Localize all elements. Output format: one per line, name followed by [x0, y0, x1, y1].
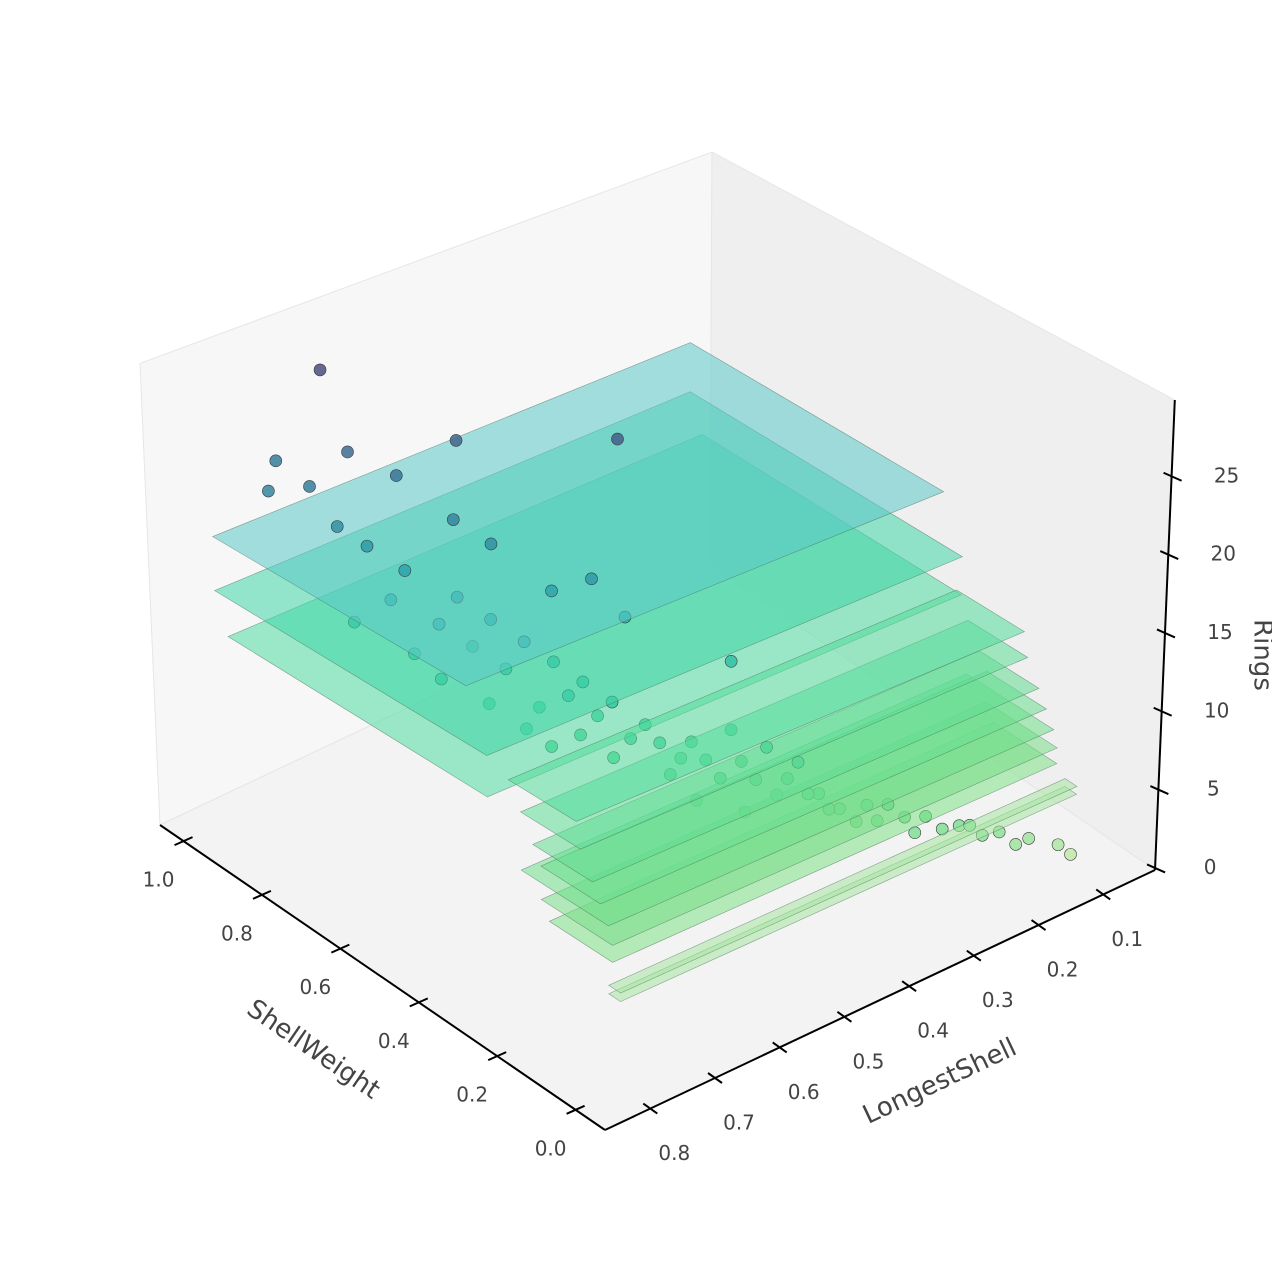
y-tick — [330, 943, 350, 954]
z-tick-label: 10 — [1204, 698, 1229, 722]
y-tick — [252, 889, 272, 900]
point — [1051, 838, 1065, 852]
point — [545, 584, 558, 598]
z-axis-title: Rings — [1248, 619, 1272, 691]
y-tick-label: 0.2 — [456, 1083, 488, 1107]
point — [446, 513, 460, 526]
y-tick-label: 0.8 — [221, 921, 253, 945]
z-tick — [1146, 863, 1166, 874]
point — [484, 537, 498, 551]
x-tick — [707, 1072, 723, 1084]
z-tick — [1159, 550, 1179, 561]
point — [303, 480, 316, 493]
z-tick-label: 5 — [1207, 777, 1220, 801]
plane — [507, 589, 1026, 822]
point — [313, 363, 327, 377]
x-tick — [966, 949, 982, 962]
y-tick — [409, 997, 429, 1008]
point — [724, 654, 738, 668]
y-axis-line — [159, 824, 606, 1131]
axes: 0.0 0.2 0.4 0.6 0.8 1.0 0.1 0.2 0.3 0.4 0.5 0.6 0.7 0… — [143, 399, 1239, 1165]
point — [1009, 838, 1022, 851]
plane — [608, 778, 1078, 994]
z-tick-label: 15 — [1207, 620, 1232, 644]
z-tick-label: 25 — [1214, 463, 1239, 487]
z-tick — [1149, 785, 1169, 796]
z-tick — [1156, 628, 1176, 639]
point — [389, 469, 403, 482]
y-tick — [487, 1051, 507, 1062]
x-tick — [772, 1041, 788, 1054]
x-tick-label: 0.3 — [982, 988, 1014, 1012]
point — [1022, 832, 1035, 845]
point — [341, 445, 354, 459]
x-tick — [1095, 888, 1111, 901]
y-tick-label: 0.6 — [299, 975, 331, 999]
plot-area — [211, 342, 1078, 1002]
x-tick-label: 0.8 — [658, 1141, 690, 1165]
point — [398, 564, 412, 577]
x-tick-label: 0.6 — [788, 1080, 820, 1104]
z-tick — [1163, 471, 1182, 482]
x-tick — [642, 1102, 658, 1115]
z-tick-label: 20 — [1211, 542, 1236, 566]
y-tick-label: 0.4 — [378, 1029, 410, 1053]
point — [1064, 848, 1077, 861]
x-tick-label: 0.4 — [917, 1019, 949, 1043]
y-tick — [566, 1104, 586, 1115]
y-tick-label: 0.0 — [535, 1136, 567, 1160]
point — [330, 520, 344, 533]
y-tick-label: 1.0 — [143, 868, 175, 892]
y-tick — [174, 836, 193, 847]
z-tick — [1153, 706, 1173, 717]
x-tick — [1030, 919, 1047, 931]
point — [262, 484, 275, 498]
x-axis-line — [604, 869, 1156, 1131]
point — [611, 432, 624, 446]
x-tick-label: 0.1 — [1111, 927, 1143, 951]
x-tick — [901, 980, 917, 993]
z-tick-label: 0 — [1204, 855, 1217, 879]
plane — [211, 342, 945, 687]
point — [360, 539, 374, 553]
point — [449, 434, 463, 447]
x-tick-label: 0.2 — [1047, 958, 1079, 982]
z-axis-line — [1154, 399, 1176, 871]
point — [585, 572, 598, 586]
y-axis-title: ShellWeight — [241, 994, 385, 1106]
x-axis-title: LongestShell — [858, 1032, 1021, 1130]
x-tick-label: 0.7 — [723, 1111, 755, 1135]
point — [269, 454, 283, 468]
x-tick-label: 0.5 — [853, 1049, 885, 1073]
x-tick — [836, 1011, 852, 1023]
